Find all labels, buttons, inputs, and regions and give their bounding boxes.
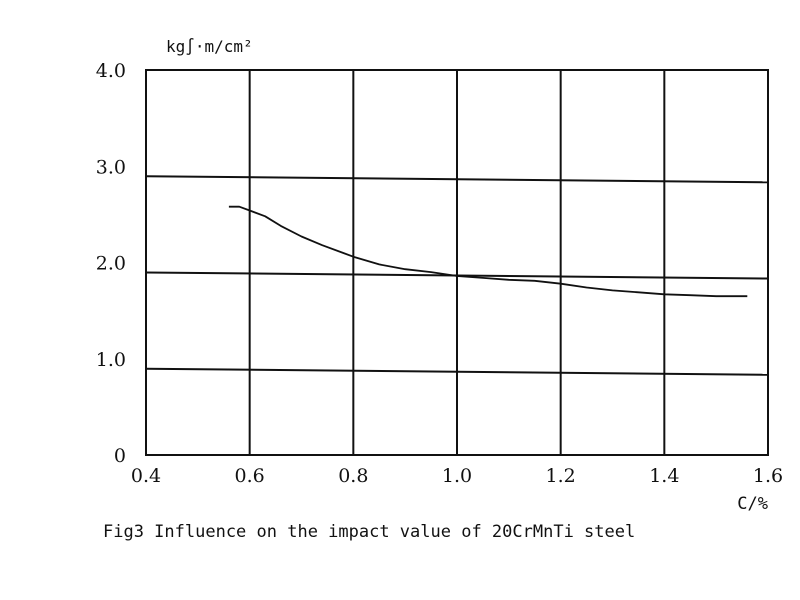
x-tick-label: 1.4 (649, 465, 679, 487)
y-tick-label: 1.0 (96, 349, 126, 371)
series-layer (228, 205, 748, 298)
axes-layer (145, 69, 769, 456)
x-tick-label: 1.2 (546, 465, 576, 487)
labels-layer: 0.4 0.6 0.8 1.0 1.2 1.4 1.6 0 1.0 2.0 3.0 4.0 (96, 60, 783, 487)
y-grid-line (145, 367, 769, 376)
x-tick-label: 0.4 (131, 465, 161, 487)
x-tick-label: 1.0 (442, 465, 472, 487)
x-tick-label: 1.6 (753, 465, 783, 487)
plot-frame (145, 69, 769, 456)
y-grid-line (145, 175, 769, 184)
figure-caption: Fig3 Influence on the impact value of 20… (103, 522, 635, 542)
impact-value-curve (228, 205, 748, 298)
x-tick-label: 0.6 (235, 465, 265, 487)
x-tick-label: 0.8 (338, 465, 368, 487)
grid-layer (145, 70, 769, 455)
y-tick-label: 3.0 (96, 156, 126, 178)
y-axis-label: kg∫·m/cm² (166, 37, 253, 56)
y-tick-label: 0 (114, 445, 126, 467)
y-tick-label: 4.0 (96, 60, 126, 82)
x-axis-label: C/% (737, 494, 768, 514)
y-tick-label: 2.0 (96, 253, 126, 275)
